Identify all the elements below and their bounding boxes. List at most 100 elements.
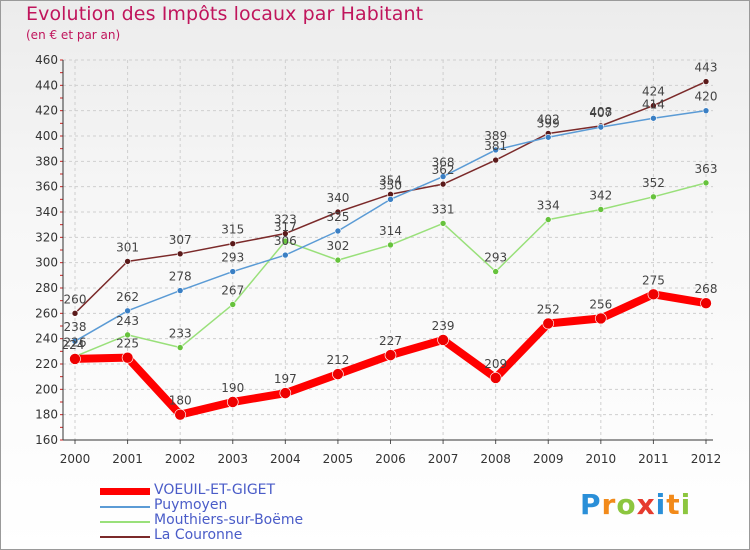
data-point <box>69 353 81 365</box>
x-tick-label: 2008 <box>480 452 511 466</box>
data-point <box>702 78 710 85</box>
data-point <box>229 268 237 275</box>
data-point <box>542 317 555 330</box>
data-label: 301 <box>116 240 139 254</box>
y-tick-label: 340 <box>35 205 58 219</box>
data-point <box>282 251 289 259</box>
data-point <box>702 107 710 114</box>
logo-letter: o <box>616 488 637 521</box>
chart-subtitle: (en € et par an) <box>26 28 121 42</box>
data-point <box>332 368 344 380</box>
data-label: 293 <box>221 251 244 265</box>
chart-title: Evolution des Impôts locaux par Habitant <box>26 3 424 25</box>
data-label: 197 <box>274 372 297 386</box>
data-label: 306 <box>274 234 297 248</box>
data-label: 233 <box>169 327 192 341</box>
data-label: 354 <box>379 173 402 187</box>
x-tick-label: 2009 <box>533 452 564 466</box>
data-labels: 224 225 180 190 197 212 227 239 209 252 256 275 268 2… <box>62 61 718 408</box>
y-tick-label: 440 <box>35 78 58 92</box>
data-label: 323 <box>274 213 297 227</box>
grid <box>63 59 713 441</box>
series-lines <box>69 78 712 421</box>
x-tick-label: 2004 <box>270 452 301 466</box>
y-tick-label: 260 <box>35 306 58 320</box>
data-point <box>174 408 186 421</box>
data-point <box>279 387 292 399</box>
data-point <box>597 123 605 131</box>
logo-letter: t <box>666 488 681 521</box>
x-tick-label: 2001 <box>112 452 143 466</box>
data-label: 350 <box>379 178 402 192</box>
data-label: 268 <box>695 282 718 296</box>
data-label: 238 <box>64 320 87 334</box>
data-point <box>595 312 607 325</box>
data-label: 352 <box>642 176 665 190</box>
data-point <box>544 133 552 141</box>
data-label: 443 <box>695 61 718 75</box>
x-tick-label: 2011 <box>638 452 669 466</box>
data-label: 267 <box>221 283 244 297</box>
data-label: 226 <box>64 335 87 349</box>
data-point <box>384 349 397 361</box>
data-point <box>492 268 499 275</box>
data-label: 278 <box>169 270 192 284</box>
data-point <box>124 331 131 339</box>
legend-swatch <box>100 506 150 508</box>
y-tick-label: 360 <box>35 180 58 194</box>
data-label: 209 <box>484 357 507 371</box>
data-label: 363 <box>695 162 718 176</box>
data-label: 239 <box>432 319 455 333</box>
data-label: 252 <box>537 302 560 316</box>
data-label: 260 <box>64 292 87 306</box>
data-point <box>702 179 710 187</box>
data-point <box>124 307 131 315</box>
data-point <box>387 196 394 203</box>
data-point <box>439 173 447 180</box>
data-point <box>226 396 239 408</box>
y-tick-label: 400 <box>35 129 58 143</box>
legend-swatch <box>100 488 150 495</box>
y-tick-label: 240 <box>35 332 58 346</box>
data-label: 368 <box>432 156 455 170</box>
logo-letter: r <box>601 488 617 521</box>
data-point <box>282 237 289 245</box>
legend-swatch <box>100 536 150 538</box>
data-point <box>71 310 79 317</box>
x-tick-label: 2003 <box>217 452 248 466</box>
data-point <box>650 193 657 201</box>
y-tick-label: 280 <box>35 281 58 295</box>
data-point <box>282 230 289 237</box>
data-label: 362 <box>432 163 455 177</box>
data-label: 315 <box>221 223 244 237</box>
legend-label: Mouthiers-sur-Boëme <box>154 512 304 528</box>
data-label: 307 <box>169 233 192 247</box>
logo-letter: P <box>580 488 602 521</box>
data-label: 325 <box>326 210 349 224</box>
x-tick-label: 2006 <box>375 452 406 466</box>
logo-letter: i <box>655 488 667 521</box>
axes: 160 180 200 220 240 260 280 300 320 340 360 380 400 4… <box>35 53 721 466</box>
data-point <box>489 372 502 384</box>
data-label: 212 <box>326 353 349 367</box>
data-point <box>176 287 184 294</box>
data-label: 399 <box>537 116 560 130</box>
data-point <box>176 250 184 258</box>
legend-label: Puymoyen <box>154 497 228 513</box>
data-point <box>334 227 342 235</box>
data-label: 402 <box>537 112 560 126</box>
data-label: 225 <box>116 337 139 351</box>
y-tick-label: 300 <box>35 256 58 270</box>
y-tick-label: 420 <box>35 104 58 118</box>
data-point <box>229 301 237 308</box>
logo-letter: i <box>680 488 692 521</box>
legend-label: VOEUIL-ET-GIGET <box>154 482 276 498</box>
data-label: 227 <box>379 334 402 348</box>
data-label: 302 <box>326 239 349 253</box>
data-label: 334 <box>537 199 560 213</box>
data-label: 381 <box>484 139 507 153</box>
y-tick-label: 180 <box>35 408 58 422</box>
x-tick-label: 2010 <box>586 452 617 466</box>
